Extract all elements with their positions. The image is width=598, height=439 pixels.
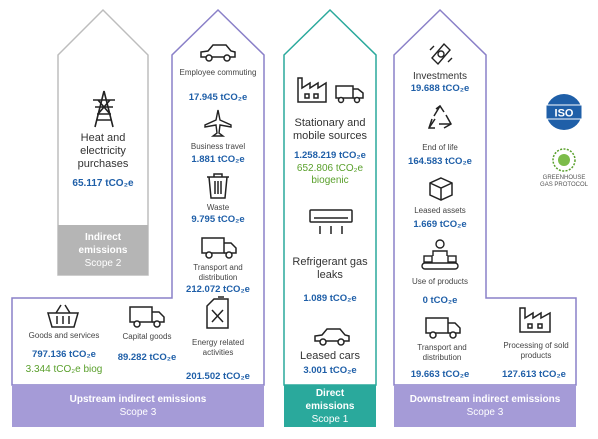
- direct-bar: [284, 385, 376, 427]
- goods-services-biogenic: 3.344 tCO₂e biog: [25, 364, 103, 375]
- scope2-item-label: Heat and electricity purchases: [77, 132, 129, 170]
- upstream-bar-line1: Upstream indirect emissions: [69, 394, 207, 405]
- business-travel-label: Business travel: [190, 142, 246, 151]
- scope2-item-value: 65.117 tCO₂e: [72, 178, 134, 189]
- stationary-label: Stationary and mobile sources: [293, 117, 367, 142]
- car-icon: [200, 44, 236, 62]
- capital-goods-value: 89.282 tCO₂e: [117, 352, 177, 363]
- factory-icon: [297, 77, 364, 104]
- refrigerant-value: 1.089 tCO₂e: [303, 293, 357, 304]
- employee-commuting-label: Employee commuting: [179, 68, 257, 77]
- trash-icon: [207, 173, 229, 199]
- pylon-icon: [93, 90, 115, 128]
- ghg-protocol-logo: [552, 148, 576, 172]
- ghg-line2: GAS PROTOCOL: [540, 182, 588, 188]
- direct-bar-line2: emissions: [305, 401, 355, 412]
- use-of-products-value: 0 tCO₂e: [422, 295, 458, 306]
- ghg-protocol-text: GREENHOUSE GAS PROTOCOL: [536, 175, 592, 189]
- money-icon: [429, 42, 453, 66]
- leased-cars-label: Leased cars: [300, 350, 360, 362]
- waste-value: 9.795 tCO₂e: [191, 214, 245, 225]
- downstream-transport-value: 19.663 tCO₂e: [410, 369, 470, 380]
- downstream-bar-line2: Scope 3: [466, 407, 504, 418]
- refrigerant-label: Refrigerant gas leaks: [292, 256, 368, 281]
- energy-related-label: Energy related activities: [191, 338, 245, 357]
- scope2-bar-line1: Indirect: [84, 232, 122, 243]
- processing-factory-icon: [519, 307, 551, 333]
- truck-icon: [201, 237, 237, 259]
- goods-services-label: Goods and services: [28, 331, 100, 340]
- recycle-icon: [427, 104, 453, 129]
- stationary-biogenic: 652.806 tCO₂e biogenic: [296, 163, 364, 186]
- leased-assets-value: 1.669 tCO₂e: [413, 219, 467, 230]
- energy-related-value: 201.502 tCO₂e: [186, 371, 250, 382]
- basket-icon: [47, 304, 79, 328]
- scope2-bar-line3: Scope 2: [84, 258, 122, 269]
- downstream-transport-label: Transport and distribution: [417, 343, 467, 362]
- leased-assets-label: Leased assets: [414, 206, 466, 215]
- investments-value: 19.688 tCO₂e: [410, 83, 470, 94]
- upstream-bar: [12, 385, 264, 427]
- upstream-bar-line2: Scope 3: [119, 407, 157, 418]
- downstream-truck-icon: [425, 317, 461, 339]
- leased-car-icon: [314, 328, 350, 346]
- downstream-bar-label: Downstream indirect emissions Scope 3: [394, 393, 576, 419]
- waste-label: Waste: [206, 203, 230, 212]
- end-of-life-value: 164.583 tCO₂e: [408, 156, 472, 167]
- end-of-life-label: End of life: [422, 143, 458, 152]
- capital-goods-label: Capital goods: [122, 332, 172, 341]
- box-icon: [429, 177, 453, 201]
- goods-services-value: 797.136 tCO₂e: [32, 349, 96, 360]
- iso-logo-text: ISO: [555, 108, 574, 120]
- conveyor-icon: [421, 239, 459, 270]
- downstream-bar-line1: Downstream indirect emissions: [409, 394, 561, 405]
- direct-bar-line3: Scope 1: [311, 414, 349, 425]
- stationary-value: 1.258.219 tCO₂e: [294, 150, 366, 161]
- capital-goods-truck-icon: [129, 306, 165, 328]
- air-conditioner-icon: [309, 209, 353, 234]
- upstream-bar-label: Upstream indirect emissions Scope 3: [12, 393, 264, 419]
- fuel-can-icon: [206, 296, 229, 329]
- scope2-bar: [58, 225, 148, 275]
- leased-cars-value: 3.001 tCO₂e: [303, 365, 357, 376]
- ghg-line1: GREENHOUSE: [542, 175, 586, 181]
- downstream-bar: [394, 385, 576, 427]
- upstream-transport-label: Transport and distribution: [193, 263, 243, 282]
- scope2-bar-label: Indirect emissions Scope 2: [58, 231, 148, 270]
- iso-logo: ISO: [545, 94, 583, 130]
- upstream-transport-value: 212.072 tCO₂e: [186, 284, 250, 295]
- use-of-products-label: Use of products: [411, 277, 469, 286]
- business-travel-value: 1.881 tCO₂e: [191, 154, 245, 165]
- processing-label: Processing of sold products: [503, 341, 569, 360]
- employee-commuting-value: 17.945 tCO₂e: [188, 92, 248, 103]
- processing-value: 127.613 tCO₂e: [502, 369, 566, 380]
- direct-outline: [283, 8, 377, 386]
- investments-label: Investments: [413, 71, 467, 82]
- plane-icon: [204, 109, 232, 137]
- direct-bar-line1: Direct: [315, 388, 345, 399]
- direct-bar-label: Direct emissions Scope 1: [284, 387, 376, 426]
- scope2-bar-line2: emissions: [78, 245, 128, 256]
